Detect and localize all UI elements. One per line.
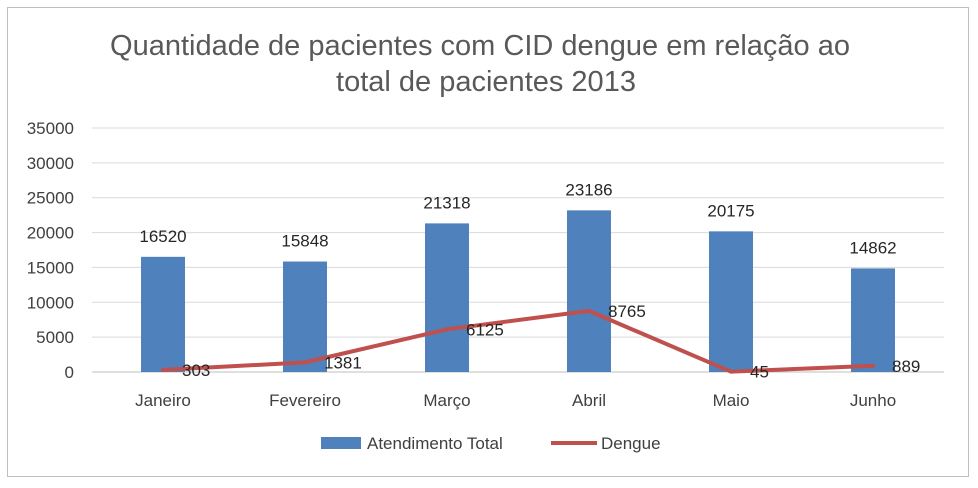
y-tick-label: 10000 bbox=[27, 293, 74, 312]
bar bbox=[567, 210, 611, 372]
bar bbox=[283, 261, 327, 372]
chart-title-line-2: total de pacientes 2013 bbox=[336, 66, 636, 98]
line-data-label: 45 bbox=[750, 363, 769, 382]
line-series bbox=[161, 308, 875, 374]
chart-title-line-1: Quantidade de pacientes com CID dengue e… bbox=[110, 30, 850, 62]
bar-data-label: 15848 bbox=[281, 232, 328, 251]
bar bbox=[425, 223, 469, 372]
y-tick-label: 25000 bbox=[27, 189, 74, 208]
legend-label-dengue: Dengue bbox=[601, 434, 661, 453]
y-axis-ticks: 0 5000 10000 15000 20000 25000 30000 35000 bbox=[27, 119, 74, 382]
legend-swatch-atendimento-total bbox=[321, 437, 361, 449]
x-tick-label: Junho bbox=[850, 391, 896, 410]
x-tick-label: Março bbox=[423, 391, 470, 410]
dengue-line bbox=[161, 308, 875, 374]
line-point bbox=[303, 360, 307, 365]
bar bbox=[141, 256, 185, 372]
line-data-label: 8765 bbox=[608, 302, 646, 321]
bar-series bbox=[141, 210, 895, 372]
y-tick-label: 30000 bbox=[27, 154, 74, 173]
line-point bbox=[445, 327, 449, 332]
y-tick-label: 15000 bbox=[27, 258, 74, 277]
line-data-label: 303 bbox=[182, 361, 210, 380]
chart-frame bbox=[7, 7, 969, 477]
bar-data-label: 23186 bbox=[565, 180, 612, 199]
line-point bbox=[729, 369, 733, 374]
line-point bbox=[161, 367, 165, 372]
bar bbox=[851, 268, 895, 372]
y-tick-label: 5000 bbox=[36, 328, 74, 347]
bar bbox=[709, 231, 753, 372]
bar-data-labels: 16520 15848 21318 23186 20175 14862 bbox=[139, 180, 896, 257]
bar-data-label: 20175 bbox=[707, 201, 754, 220]
bar-data-label: 21318 bbox=[423, 193, 470, 212]
bar-data-label: 16520 bbox=[139, 227, 186, 246]
line-point bbox=[587, 308, 591, 313]
legend-label-atendimento-total: Atendimento Total bbox=[367, 434, 503, 453]
line-data-label: 6125 bbox=[466, 320, 504, 339]
x-tick-label: Maio bbox=[713, 391, 750, 410]
bar-data-label: 14862 bbox=[849, 238, 896, 257]
x-tick-label: Janeiro bbox=[135, 391, 191, 410]
y-gridlines bbox=[92, 127, 944, 373]
legend: Atendimento Total Dengue bbox=[321, 434, 661, 453]
y-tick-label: 20000 bbox=[27, 224, 74, 243]
line-data-label: 1381 bbox=[324, 353, 362, 372]
x-axis-ticks: Janeiro Fevereiro Março Abril Maio Junho bbox=[135, 391, 896, 410]
line-data-label: 889 bbox=[892, 357, 920, 376]
y-tick-label: 0 bbox=[65, 363, 74, 382]
x-tick-label: Abril bbox=[572, 391, 606, 410]
y-tick-label: 35000 bbox=[27, 119, 74, 138]
x-tick-label: Fevereiro bbox=[269, 391, 341, 410]
line-data-labels: 303 1381 6125 8765 45 889 bbox=[182, 302, 920, 382]
line-point bbox=[871, 363, 875, 368]
